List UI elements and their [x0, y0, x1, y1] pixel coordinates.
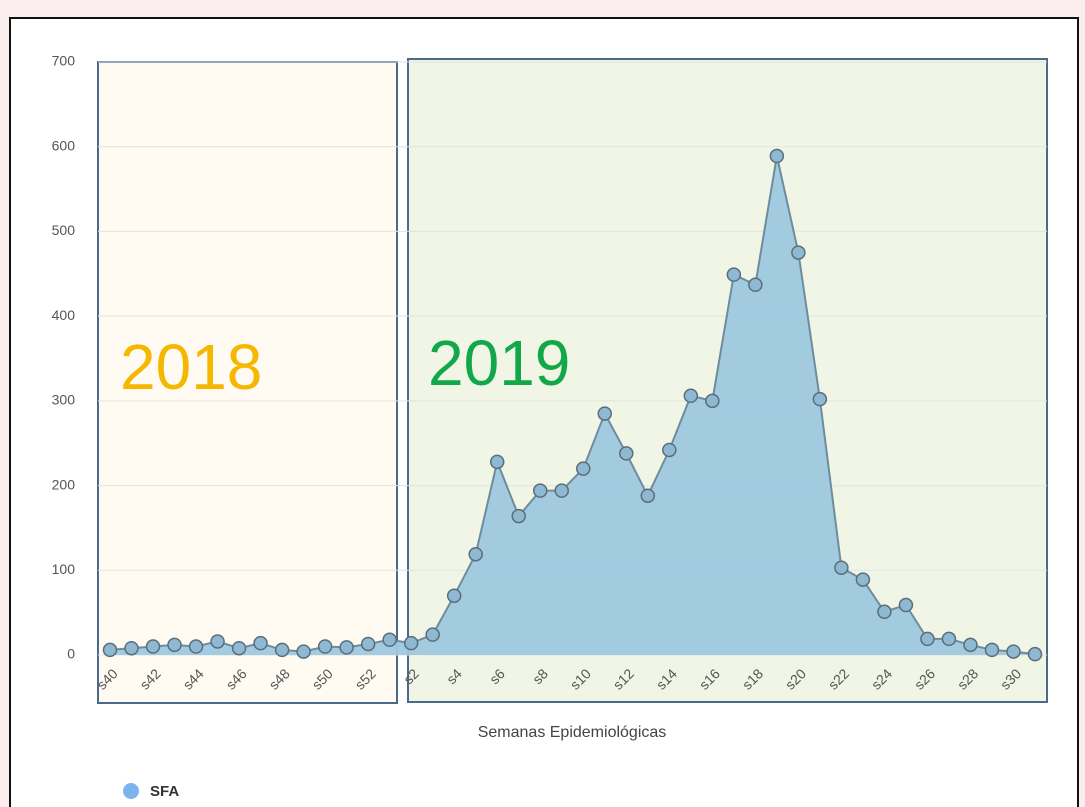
y-tick-label: 700: [52, 53, 76, 69]
annotation-2018: 2018: [120, 331, 262, 403]
x-axis-label: Semanas Epidemiológicas: [478, 724, 667, 741]
marker: [877, 604, 892, 620]
y-tick-label: 300: [52, 392, 76, 408]
marker: [963, 637, 978, 653]
plot: [102, 148, 1043, 662]
marker: [210, 634, 225, 649]
legend-swatch[interactable]: [123, 783, 139, 799]
marker: [231, 640, 247, 656]
annotation-2019: 2019: [428, 327, 570, 399]
y-tick-label: 500: [52, 222, 76, 238]
y-tick-label: 0: [67, 646, 75, 662]
marker: [253, 635, 268, 651]
marker: [511, 508, 526, 524]
area: [110, 156, 1035, 656]
y-tick-label: 400: [52, 307, 76, 323]
marker: [748, 277, 763, 293]
marker: [1027, 646, 1043, 662]
marker: [188, 639, 204, 654]
marker: [619, 446, 634, 461]
marker: [339, 640, 354, 655]
marker: [640, 488, 656, 503]
marker: [554, 483, 569, 498]
marker: [296, 644, 311, 659]
marker: [403, 635, 419, 651]
y-tick-label: 200: [52, 476, 76, 492]
marker: [791, 245, 806, 260]
marker: [812, 391, 828, 407]
marker: [662, 442, 677, 458]
marker: [468, 546, 483, 562]
marker: [941, 631, 957, 647]
marker: [446, 588, 462, 603]
marker: [984, 642, 1000, 658]
marker: [576, 461, 591, 476]
marker: [145, 639, 161, 654]
marker: [425, 627, 440, 642]
marker: [855, 572, 871, 587]
marker: [382, 632, 397, 648]
marker: [726, 267, 742, 282]
marker: [489, 454, 505, 470]
marker: [769, 148, 785, 164]
marker: [167, 637, 182, 653]
marker: [705, 393, 720, 409]
marker: [317, 639, 333, 654]
marker: [920, 631, 935, 647]
marker: [124, 640, 139, 656]
legend-label[interactable]: SFA: [150, 783, 179, 800]
marker: [532, 483, 548, 498]
marker: [683, 388, 699, 404]
marker: [1006, 644, 1021, 659]
marker: [597, 406, 613, 421]
marker: [834, 560, 849, 575]
y-tick-label: 600: [52, 137, 76, 153]
marker: [102, 642, 118, 658]
y-tick-label: 100: [52, 561, 76, 577]
marker: [274, 642, 290, 658]
marker: [360, 636, 376, 652]
marker: [898, 597, 914, 613]
region-2018: [97, 61, 398, 704]
